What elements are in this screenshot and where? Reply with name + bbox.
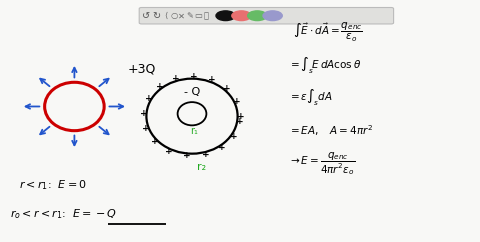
- Text: - Q: - Q: [184, 87, 200, 98]
- Text: r₁: r₁: [191, 126, 198, 136]
- Text: +: +: [208, 75, 216, 84]
- Text: +: +: [172, 74, 180, 83]
- Text: +: +: [202, 150, 209, 159]
- Text: ↺: ↺: [143, 11, 150, 21]
- Circle shape: [232, 11, 251, 21]
- Text: +: +: [145, 94, 152, 103]
- Text: +: +: [190, 72, 197, 81]
- Text: +: +: [237, 112, 244, 121]
- Text: +: +: [166, 147, 173, 156]
- Text: ✎: ✎: [187, 11, 193, 20]
- Text: r₂: r₂: [197, 162, 206, 172]
- Text: +: +: [140, 109, 147, 118]
- Text: ✕: ✕: [178, 11, 185, 20]
- Text: $= \varepsilon \int_s dA$: $= \varepsilon \int_s dA$: [288, 88, 333, 108]
- Text: +: +: [156, 82, 164, 91]
- Text: ↻: ↻: [152, 11, 160, 21]
- FancyBboxPatch shape: [139, 8, 394, 24]
- Text: +: +: [223, 84, 230, 93]
- Text: +: +: [183, 151, 191, 160]
- Text: +: +: [218, 143, 226, 152]
- Text: +: +: [142, 124, 150, 133]
- Text: ▭: ▭: [194, 11, 202, 20]
- Text: ○: ○: [170, 11, 178, 20]
- Text: +: +: [236, 117, 244, 126]
- Circle shape: [263, 11, 282, 21]
- Text: ⬜: ⬜: [204, 11, 209, 20]
- Text: $\int \vec{E}\cdot d\vec{A} = \dfrac{q_{enc}}{\varepsilon_o}$: $\int \vec{E}\cdot d\vec{A} = \dfrac{q_{…: [293, 21, 363, 44]
- Text: $r_o < r < r_1$:  $E = -Q$: $r_o < r < r_1$: $E = -Q$: [10, 207, 117, 221]
- Circle shape: [248, 11, 267, 21]
- Text: +3Q: +3Q: [127, 62, 156, 76]
- Text: +: +: [151, 137, 159, 146]
- Text: $= \int_s E\, dA\cos\theta$: $= \int_s E\, dA\cos\theta$: [288, 55, 361, 76]
- Text: $r < r_1$:  $E = 0$: $r < r_1$: $E = 0$: [19, 178, 87, 192]
- Text: $= EA, \quad A = 4\pi r^2$: $= EA, \quad A = 4\pi r^2$: [288, 123, 373, 138]
- Text: $\rightarrow E = \dfrac{q_{enc}}{4\pi r^2 \varepsilon_o}$: $\rightarrow E = \dfrac{q_{enc}}{4\pi r^…: [288, 150, 355, 177]
- Circle shape: [216, 11, 235, 21]
- Text: ⟨: ⟨: [164, 11, 167, 20]
- Text: +: +: [230, 132, 238, 141]
- Text: +: +: [233, 97, 240, 106]
